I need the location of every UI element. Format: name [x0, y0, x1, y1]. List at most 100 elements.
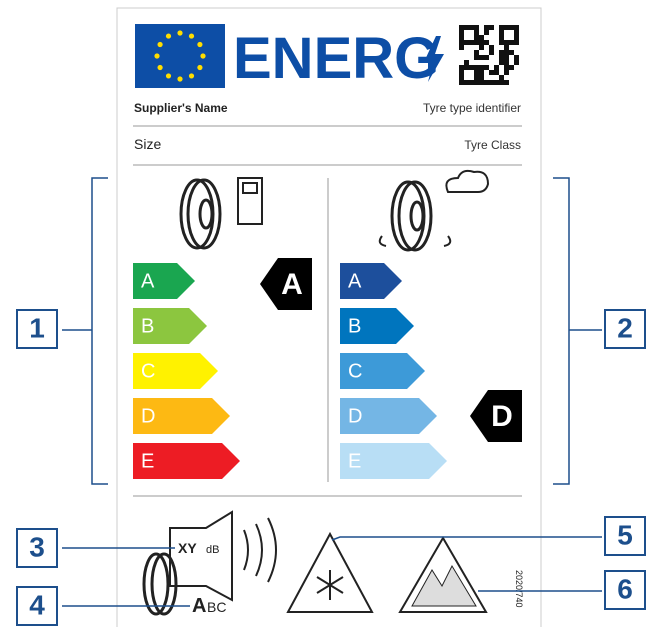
qr-cell: [514, 25, 519, 30]
qr-cell: [459, 65, 464, 70]
noise-class-rest: BC: [207, 599, 226, 615]
callout-leaders: [62, 536, 602, 607]
qr-cell: [514, 35, 519, 40]
grade-arrow: [340, 308, 414, 344]
qr-cell: [509, 35, 514, 40]
rating-letter: D: [491, 400, 513, 433]
qr-cell: [479, 55, 484, 60]
qr-cell: [469, 25, 474, 30]
qr-cell: [474, 80, 479, 85]
callout-box: [16, 528, 58, 568]
qr-cell: [484, 25, 489, 30]
qr-cell: [459, 80, 464, 85]
callout-box: [604, 516, 646, 556]
star: [188, 73, 195, 79]
star: [197, 64, 203, 71]
qr-cell: [469, 75, 474, 80]
qr-cell: [469, 65, 474, 70]
star: [197, 41, 203, 48]
flag-stars: [154, 30, 206, 82]
star: [177, 76, 183, 82]
noise-class: A: [192, 595, 206, 617]
callout-number: 2: [617, 312, 633, 343]
grade-letter: C: [141, 360, 155, 382]
supplier-name: Supplier's Name: [134, 101, 228, 115]
qr-cell: [474, 30, 479, 35]
qr-cell: [509, 30, 514, 35]
qr-cell: [494, 80, 499, 85]
grade-arrow: [133, 353, 218, 389]
callout-box: [604, 309, 646, 349]
qr-code: [459, 25, 519, 85]
grade-arrow: [340, 263, 402, 299]
grade-arrow: [340, 443, 447, 479]
grade-arrow: [133, 398, 230, 434]
qr-cell: [469, 70, 474, 75]
qr-cell: [479, 70, 484, 75]
qr-cell: [504, 50, 509, 55]
qr-cell: [469, 35, 474, 40]
qr-cell: [514, 55, 519, 60]
qr-cell: [474, 35, 479, 40]
qr-cell: [484, 40, 489, 45]
lightning: [424, 36, 444, 82]
qr-cell: [479, 75, 484, 80]
qr-cell: [479, 80, 484, 85]
qr-cell: [499, 35, 504, 40]
callout-box: [16, 309, 58, 349]
qr-cell: [459, 30, 464, 35]
qr-cell: [504, 60, 509, 65]
qr-cell: [474, 50, 479, 55]
qr-cell: [504, 30, 509, 35]
grade-letter: E: [348, 450, 361, 472]
star: [157, 64, 163, 71]
qr-cell: [499, 60, 504, 65]
qr-cell: [464, 75, 469, 80]
qr-cell: [499, 50, 504, 55]
qr-cell: [464, 35, 469, 40]
qr-cell: [459, 75, 464, 80]
regulation: 2020/740: [514, 570, 524, 608]
qr-cell: [499, 75, 504, 80]
qr-cell: [489, 70, 494, 75]
qr-cell: [504, 25, 509, 30]
callout-box: [604, 570, 646, 610]
qr-cell: [474, 65, 479, 70]
rating-badge: [260, 258, 312, 310]
qr-cell: [469, 80, 474, 85]
grade-arrow: [133, 263, 195, 299]
grade-letter: A: [348, 270, 362, 292]
qr-cell: [509, 65, 514, 70]
qr-cell: [479, 65, 484, 70]
star: [188, 33, 195, 39]
energy-title: ENERG: [233, 26, 439, 91]
qr-cell: [464, 70, 469, 75]
qr-cell: [499, 80, 504, 85]
star: [154, 53, 160, 59]
qr-cell: [504, 40, 509, 45]
qr-cell: [474, 75, 479, 80]
qr-cell: [489, 25, 494, 30]
qr-cell: [469, 40, 474, 45]
grade-arrow: [133, 308, 207, 344]
tyre-identifier: Tyre type identifier: [423, 101, 521, 115]
qr-cell: [494, 70, 499, 75]
qr-cell: [464, 25, 469, 30]
qr-cell: [494, 65, 499, 70]
qr-cell: [459, 45, 464, 50]
grade-arrow: [133, 443, 240, 479]
wet-grip-icon: [378, 169, 490, 252]
callout-box: [16, 586, 58, 626]
ice-peaks: [411, 564, 477, 607]
qr-cell: [484, 65, 489, 70]
grade-letter: A: [141, 270, 155, 292]
qr-cell: [484, 80, 489, 85]
qr-cell: [504, 55, 509, 60]
qr-cell: [459, 25, 464, 30]
star: [157, 41, 163, 48]
qr-cell: [514, 60, 519, 65]
snowflake: [316, 570, 344, 600]
callout-number: 5: [617, 519, 633, 550]
qr-cell: [499, 55, 504, 60]
star: [165, 73, 172, 79]
